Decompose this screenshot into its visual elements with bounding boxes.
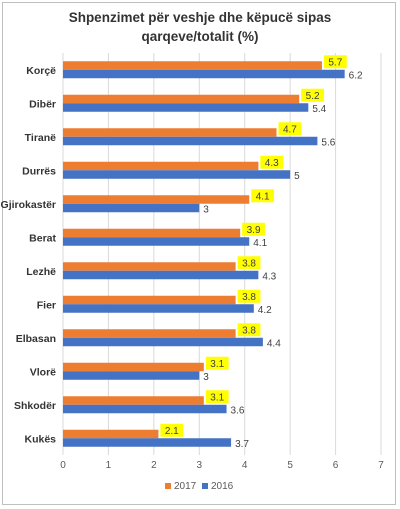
bar-2017 bbox=[63, 228, 241, 238]
x-tick-label: 6 bbox=[333, 460, 339, 471]
x-tick-label: 5 bbox=[287, 460, 293, 471]
bar-2016 bbox=[63, 69, 345, 79]
category-label: Gjirokastër bbox=[1, 199, 56, 211]
value-label-2016: 3 bbox=[203, 204, 209, 215]
value-label-2017: 4.3 bbox=[265, 158, 279, 169]
value-label-2017-highlight bbox=[205, 356, 229, 370]
category-label: Fier bbox=[37, 299, 56, 311]
chart-title-line-2: qarqeve/totalit (%) bbox=[141, 29, 259, 44]
bar-2017 bbox=[63, 396, 204, 405]
category-label: Lezhë bbox=[26, 266, 56, 278]
category-label: Korçë bbox=[26, 65, 56, 77]
value-label-2017: 3.1 bbox=[210, 392, 224, 403]
x-tick-label: 3 bbox=[197, 460, 203, 471]
value-label-2016: 5.4 bbox=[312, 104, 326, 115]
bar-2017 bbox=[63, 128, 277, 137]
bar-2017 bbox=[63, 61, 322, 70]
x-tick-label: 4 bbox=[242, 460, 248, 471]
bar-2016 bbox=[63, 404, 227, 414]
value-label-2017-highlight bbox=[323, 55, 347, 69]
bar-2017 bbox=[63, 329, 236, 338]
bar-2016 bbox=[63, 371, 200, 380]
legend: 2017 2016 bbox=[165, 481, 234, 492]
value-label-2017-highlight bbox=[237, 256, 261, 270]
bar-2017 bbox=[63, 362, 204, 372]
bar-2016 bbox=[63, 438, 232, 447]
value-label-2017-highlight bbox=[160, 423, 184, 437]
bar-2017 bbox=[63, 262, 236, 271]
category-label: Shkodër bbox=[14, 400, 56, 412]
bars bbox=[63, 61, 345, 447]
bar-2016 bbox=[63, 170, 291, 179]
bar-2016 bbox=[63, 304, 254, 313]
legend-swatch-2017 bbox=[165, 483, 171, 489]
value-label-2016: 4.2 bbox=[258, 305, 272, 316]
value-label-2017-highlight bbox=[237, 289, 261, 303]
value-label-2017: 3.8 bbox=[242, 325, 256, 336]
value-label-2017-highlight bbox=[260, 155, 284, 169]
value-label-2016: 3.7 bbox=[235, 439, 249, 450]
category-label: Durrës bbox=[22, 165, 56, 177]
x-tick-label: 2 bbox=[151, 460, 157, 471]
bar-2016 bbox=[63, 337, 263, 347]
category-label: Dibër bbox=[29, 98, 56, 110]
value-label-2016: 5.6 bbox=[321, 137, 335, 148]
value-label-2016: 4.1 bbox=[253, 238, 267, 249]
value-labels: 5.7 6.2 5.2 5.4 4.7 5.6 4.3 5 4.1 3 3.9 4.1 3.8 4.3 3.… bbox=[160, 55, 363, 450]
value-label-2017: 4.7 bbox=[283, 124, 297, 135]
category-label: Kukës bbox=[24, 433, 56, 445]
gridlines bbox=[62, 53, 382, 455]
bar-2016 bbox=[63, 237, 250, 246]
bar-2017 bbox=[63, 295, 236, 305]
value-label-2017-highlight bbox=[251, 189, 275, 203]
bar-2017 bbox=[63, 429, 159, 439]
value-label-2017: 3.9 bbox=[247, 225, 261, 236]
bar-2016 bbox=[63, 136, 318, 146]
value-label-2017-highlight bbox=[205, 390, 229, 404]
value-label-2016: 5 bbox=[294, 171, 300, 182]
category-label: Vlorë bbox=[30, 366, 56, 378]
value-label-2016: 3.6 bbox=[231, 405, 245, 416]
category-labels: Korçë Dibër Tiranë Durrës Gjirokastër Berat Le… bbox=[1, 65, 57, 446]
value-label-2016: 3 bbox=[203, 372, 209, 383]
bar-2017 bbox=[63, 94, 300, 104]
category-label: Berat bbox=[29, 232, 56, 244]
chart-title-line-1: Shpenzimet për veshje dhe këpucë sipas bbox=[68, 10, 332, 25]
bar-2016 bbox=[63, 270, 259, 280]
bar-2017 bbox=[63, 195, 250, 204]
value-label-2017: 3.8 bbox=[242, 258, 256, 269]
bar-2016 bbox=[63, 203, 200, 213]
category-label: Elbasan bbox=[16, 333, 56, 345]
value-label-2017: 3.8 bbox=[242, 292, 256, 303]
x-tick-label: 7 bbox=[378, 460, 384, 471]
value-label-2017: 2.1 bbox=[165, 426, 179, 437]
bar-2016 bbox=[63, 103, 309, 112]
x-axis-ticks: 0 1 2 3 4 5 6 7 bbox=[60, 460, 384, 471]
value-label-2017: 5.7 bbox=[328, 57, 342, 68]
value-label-2017: 3.1 bbox=[210, 359, 224, 370]
chart-title: Shpenzimet për veshje dhe këpucë sipas q… bbox=[0, 8, 400, 46]
value-label-2016: 4.3 bbox=[262, 271, 276, 282]
x-tick-label: 1 bbox=[106, 460, 112, 471]
value-label-2017-highlight bbox=[301, 88, 325, 102]
bar-2017 bbox=[63, 161, 259, 171]
value-label-2017-highlight bbox=[242, 222, 265, 236]
legend-label-2017: 2017 bbox=[174, 481, 197, 492]
value-label-2017-highlight bbox=[278, 122, 302, 136]
value-label-2016: 6.2 bbox=[349, 70, 363, 81]
value-label-2017-highlight bbox=[237, 323, 261, 337]
value-label-2017: 4.1 bbox=[256, 191, 270, 202]
value-label-2017: 5.2 bbox=[306, 91, 320, 102]
legend-label-2016: 2016 bbox=[211, 481, 234, 492]
legend-swatch-2016 bbox=[202, 483, 208, 489]
x-tick-label: 0 bbox=[60, 460, 66, 471]
value-label-2016: 4.4 bbox=[267, 338, 281, 349]
category-label: Tiranë bbox=[25, 132, 56, 144]
